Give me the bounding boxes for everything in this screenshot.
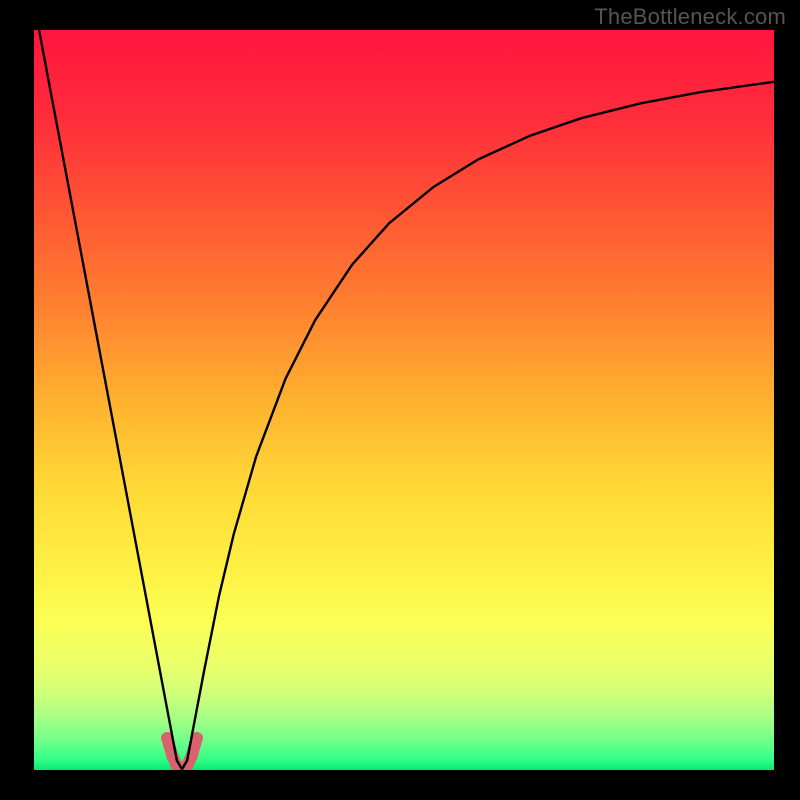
- plot-background: [34, 30, 774, 770]
- watermark-text: TheBottleneck.com: [594, 4, 786, 30]
- chart-canvas: TheBottleneck.com: [0, 0, 800, 800]
- bottleneck-chart: [0, 0, 800, 800]
